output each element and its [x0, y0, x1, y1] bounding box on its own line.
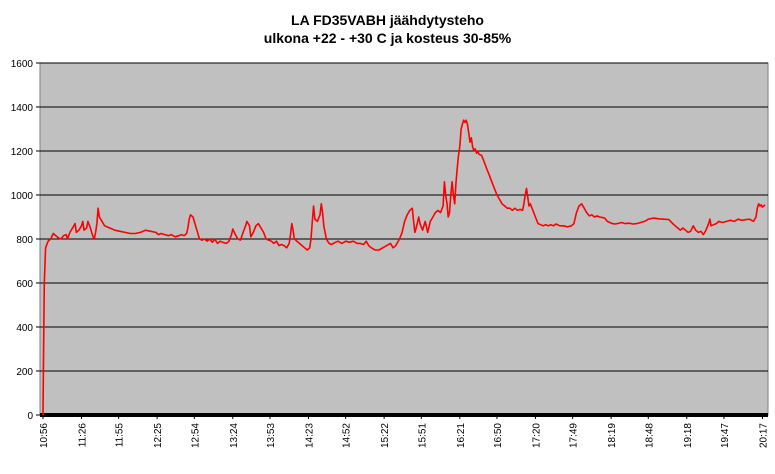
x-tick-label: 10:56 [39, 423, 50, 448]
x-tick-label: 15:22 [380, 423, 391, 448]
x-tick-label: 18:19 [607, 423, 618, 448]
x-tick-label: 11:26 [77, 423, 88, 448]
x-tick-label: 18:48 [644, 423, 655, 448]
chart-subtitle: ulkona +22 - +30 C ja kosteus 30-85% [263, 30, 512, 46]
x-tick-label: 12:54 [190, 423, 201, 448]
y-tick-label: 0 [27, 411, 33, 422]
x-axis-baseline [40, 413, 768, 417]
x-tick-label: 16:21 [456, 423, 467, 448]
x-tick-label: 17:49 [569, 423, 580, 448]
y-tick-label: 800 [16, 235, 33, 246]
x-tick-label: 17:20 [531, 423, 542, 448]
chart-title: LA FD35VABH jäähdytysteho [291, 12, 484, 28]
x-tick-label: 15:51 [417, 423, 428, 448]
y-tick-label: 600 [16, 279, 33, 290]
y-tick-label: 1400 [11, 103, 34, 114]
x-tick-label: 12:25 [153, 423, 164, 448]
x-tick-label: 13:53 [266, 423, 277, 448]
y-tick-label: 1000 [11, 191, 34, 202]
x-tick-label: 11:55 [115, 423, 126, 448]
x-tick-label: 20:17 [758, 423, 769, 448]
y-tick-label: 1600 [11, 59, 34, 70]
x-tick-label: 14:23 [304, 423, 315, 448]
x-tick-label: 14:52 [342, 423, 353, 448]
y-tick-label: 200 [16, 367, 33, 378]
y-tick-label: 400 [16, 323, 33, 334]
x-tick-label: 16:50 [493, 423, 504, 448]
x-tick-label: 13:24 [229, 423, 240, 448]
y-tick-label: 1200 [11, 147, 34, 158]
x-tick-label: 19:18 [683, 423, 694, 448]
series-line [42, 119, 766, 416]
x-tick-label: 19:47 [720, 423, 731, 448]
